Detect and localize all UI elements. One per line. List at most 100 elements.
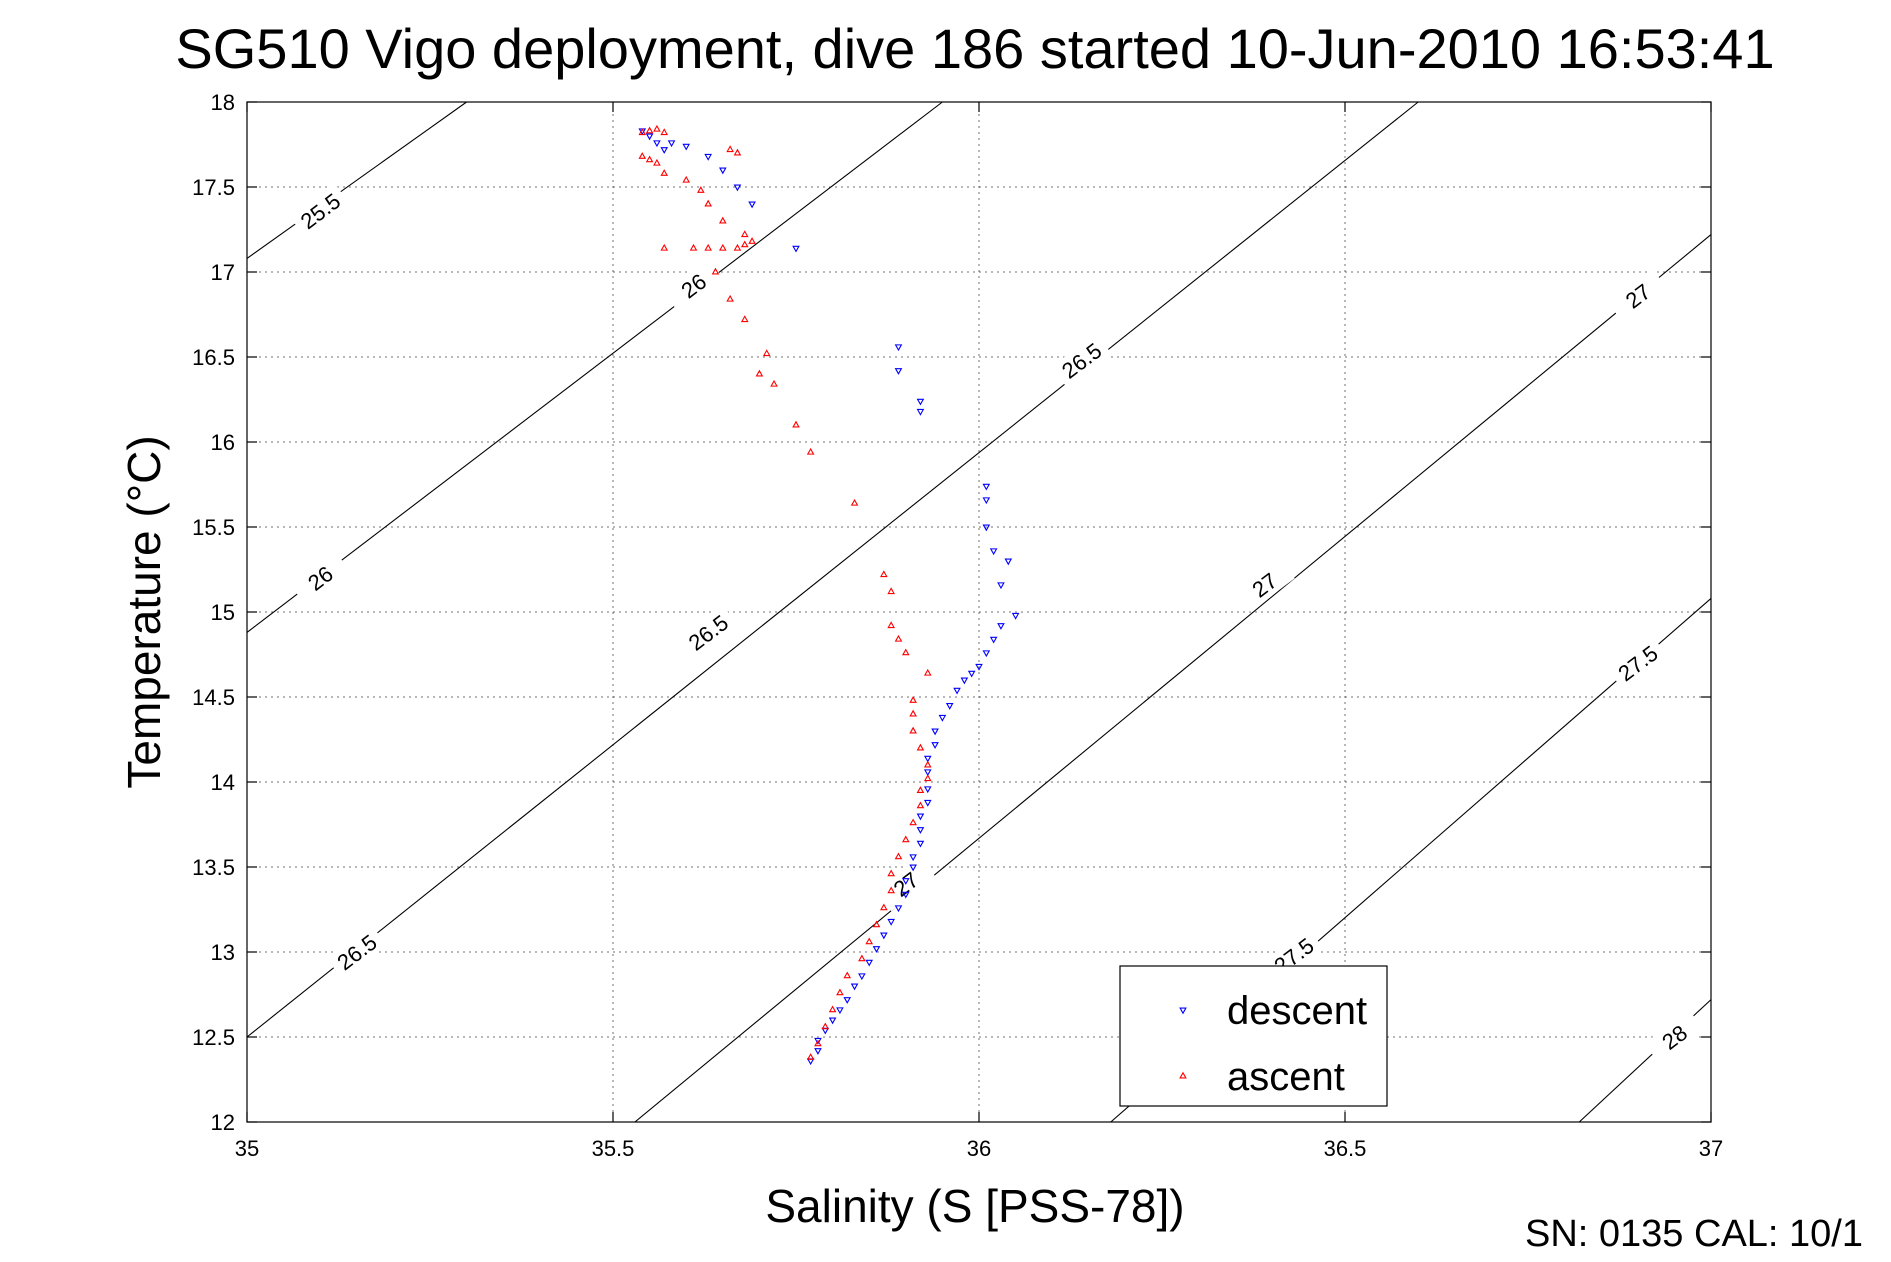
footer-serial-calibration: SN: 0135 CAL: 10/1 — [1525, 1213, 1863, 1255]
ascent-point-52 — [865, 937, 874, 945]
ascent-point-7 — [660, 169, 669, 176]
ascent-point-42 — [923, 774, 932, 782]
ascent-point-59 — [806, 1053, 815, 1060]
descent-point-25 — [975, 663, 983, 671]
ascent-point-31 — [880, 570, 888, 578]
descent-point-52 — [836, 1007, 844, 1015]
descent-point-50 — [850, 983, 859, 991]
ascent-point-17 — [733, 243, 742, 251]
ascent-point-3 — [660, 128, 669, 136]
descent-point-45 — [887, 918, 895, 926]
y-tick-label-16: 16 — [211, 430, 235, 455]
ascent-point-25 — [762, 349, 771, 357]
descent-point-41 — [909, 864, 917, 872]
series-ascent — [638, 124, 932, 1060]
descent-point-23 — [989, 636, 998, 644]
legend-label-descent: descent — [1227, 989, 1367, 1033]
ascent-point-50 — [880, 903, 888, 911]
x-axis-label: Salinity (S [PSS-78]) — [765, 1180, 1184, 1232]
contour-label-bg-7 — [1234, 557, 1295, 613]
descent-point-49 — [858, 973, 866, 981]
isopycnal-line-27-3 — [634, 234, 1712, 1123]
descent-point-20 — [997, 582, 1005, 590]
ascent-point-24 — [740, 315, 749, 323]
descent-point-12 — [894, 368, 903, 375]
contour-label-bg-1 — [290, 550, 351, 606]
ascent-point-33 — [887, 621, 895, 629]
y-tick-label-12: 12 — [211, 1110, 235, 1135]
y-tick-label-13-5: 13.5 — [192, 855, 235, 880]
ascent-point-1 — [645, 126, 654, 134]
legend-box — [1119, 965, 1388, 1107]
data-series — [638, 124, 1020, 1066]
descent-point-44 — [894, 905, 903, 913]
y-tick-label-16-5: 16.5 — [192, 345, 235, 370]
descent-point-35 — [923, 786, 932, 794]
ascent-point-44 — [916, 801, 925, 809]
descent-point-56 — [814, 1048, 822, 1055]
descent-point-37 — [916, 813, 925, 821]
descent-point-2 — [653, 140, 661, 148]
descent-point-43 — [901, 891, 910, 899]
ascent-point-21 — [660, 243, 669, 251]
descent-point-55 — [814, 1037, 822, 1045]
y-tick-label-17-5: 17.5 — [192, 175, 235, 200]
ascent-point-45 — [909, 818, 917, 826]
descent-point-28 — [953, 687, 961, 695]
descent-point-39 — [916, 840, 925, 848]
descent-point-34 — [923, 769, 932, 777]
series-descent — [638, 128, 1020, 1066]
ascent-point-28 — [792, 420, 800, 428]
ascent-point-23 — [726, 294, 734, 302]
descent-point-13 — [916, 398, 925, 406]
ascent-point-18 — [718, 243, 727, 251]
descent-point-4 — [667, 140, 676, 148]
ascent-point-29 — [806, 447, 815, 455]
legend-marker-ascent — [1179, 1071, 1187, 1079]
contour-label-bg-10 — [1607, 635, 1668, 691]
contour-label-bg-2 — [663, 258, 724, 313]
ascent-point-34 — [894, 634, 903, 642]
ascent-point-15 — [748, 237, 756, 244]
descent-point-7 — [718, 167, 727, 175]
y-tick-label-17: 17 — [211, 260, 235, 285]
descent-point-33 — [923, 755, 932, 763]
descent-point-16 — [982, 497, 991, 505]
ascent-point-40 — [916, 743, 925, 751]
descent-point-5 — [682, 143, 691, 151]
descent-point-47 — [872, 946, 881, 953]
ascent-point-12 — [726, 145, 734, 153]
x-tick-label-36-5: 36.5 — [1324, 1136, 1367, 1161]
ascent-point-8 — [682, 175, 691, 183]
y-tick-label-13: 13 — [211, 940, 235, 965]
descent-point-42 — [901, 878, 910, 885]
descent-point-14 — [916, 408, 925, 416]
descent-point-19 — [1004, 558, 1013, 566]
isopycnal-line-26-5-2 — [246, 101, 1419, 1038]
ascent-point-53 — [858, 954, 866, 962]
descent-point-48 — [865, 959, 874, 967]
contour-label-bg-3 — [326, 924, 387, 980]
descent-point-15 — [982, 483, 991, 491]
ascent-point-43 — [916, 786, 925, 793]
ascent-point-16 — [740, 240, 749, 248]
descent-point-22 — [997, 623, 1005, 630]
legend: descent ascent — [1119, 965, 1388, 1107]
descent-point-8 — [733, 184, 742, 192]
x-tick-label-37: 37 — [1699, 1136, 1723, 1161]
ascent-point-19 — [704, 243, 712, 251]
descent-point-53 — [828, 1017, 837, 1025]
isopycnal-contours — [246, 101, 1712, 1123]
descent-point-1 — [645, 133, 654, 141]
descent-point-26 — [967, 670, 976, 678]
ascent-point-26 — [755, 369, 764, 377]
x-tick-label-36: 36 — [967, 1136, 991, 1161]
ascent-point-22 — [711, 267, 720, 275]
y-axis-label: Temperature (°C) — [118, 435, 170, 788]
descent-point-29 — [945, 703, 954, 710]
ascent-point-20 — [689, 243, 698, 251]
contour-label-bg-4 — [677, 605, 739, 660]
descent-point-40 — [909, 854, 917, 862]
